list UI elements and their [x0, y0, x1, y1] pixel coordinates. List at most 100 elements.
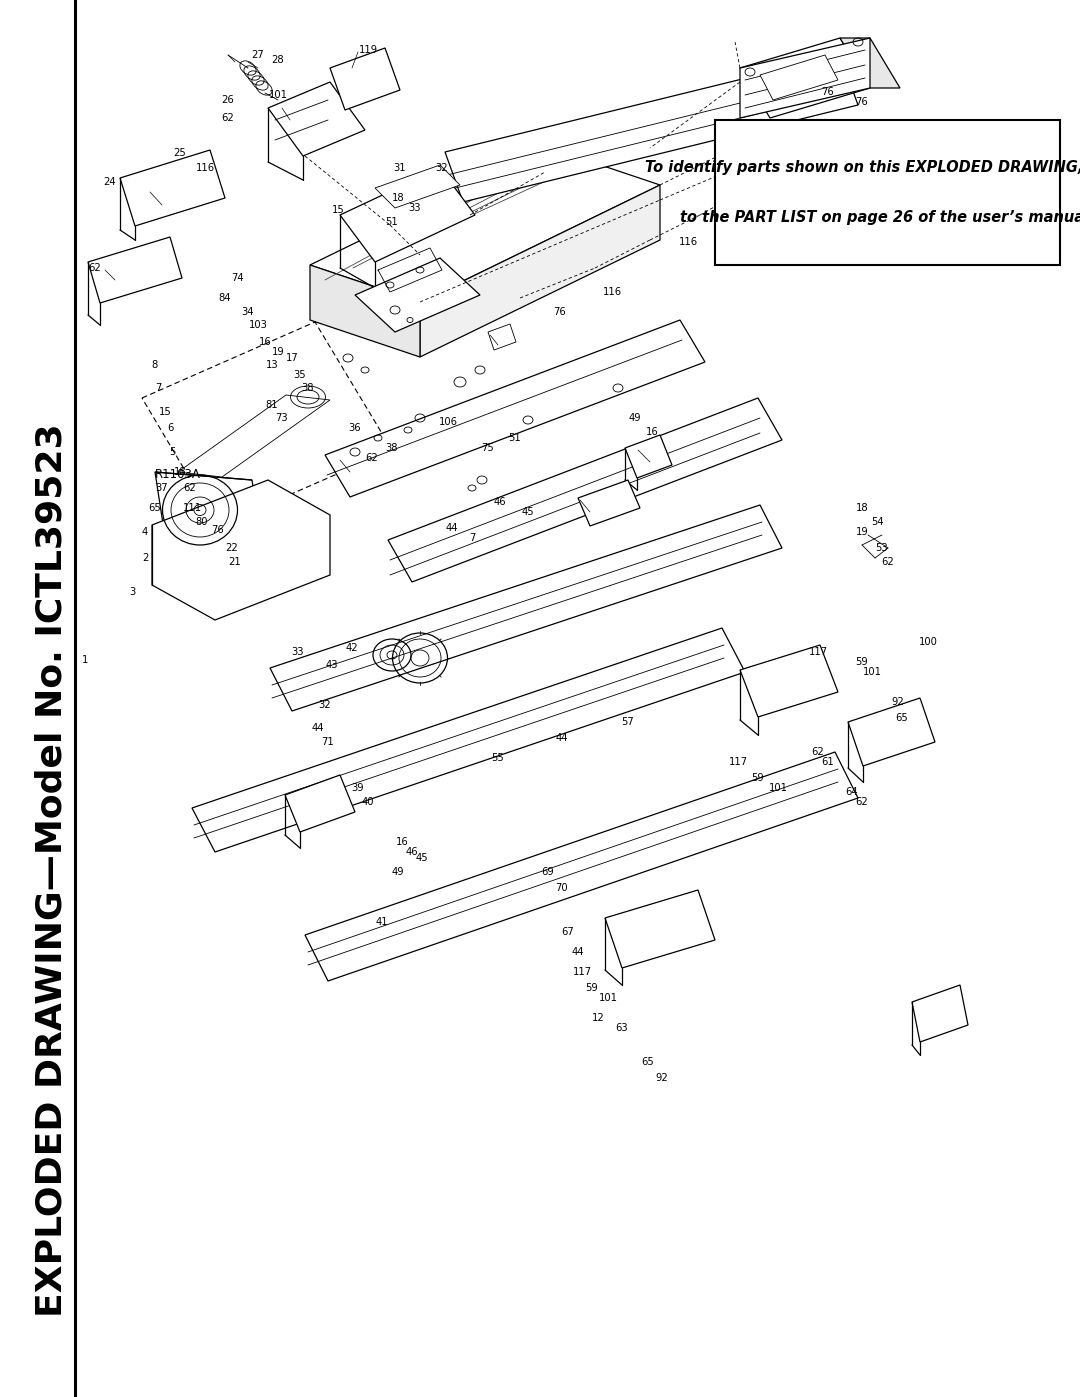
Text: 5: 5	[168, 447, 175, 457]
Text: 27: 27	[252, 50, 265, 60]
Text: 62: 62	[855, 798, 868, 807]
Text: 40: 40	[362, 798, 375, 807]
Text: 69: 69	[542, 868, 554, 877]
Text: 13: 13	[266, 360, 279, 370]
Text: 4: 4	[141, 527, 148, 536]
Text: 31: 31	[394, 163, 406, 173]
Text: 18: 18	[392, 193, 404, 203]
Text: 38: 38	[386, 443, 399, 453]
Text: 39: 39	[352, 782, 364, 793]
Text: 24: 24	[104, 177, 117, 187]
Text: 43: 43	[326, 659, 338, 671]
Text: To identify parts shown on this EXPLODED DRAWING, refer: To identify parts shown on this EXPLODED…	[646, 161, 1080, 176]
Text: 22: 22	[226, 543, 239, 553]
Text: 8: 8	[152, 360, 158, 370]
Text: 18: 18	[174, 467, 187, 476]
Text: 46: 46	[494, 497, 507, 507]
Text: 36: 36	[349, 423, 362, 433]
Text: to the PART LIST on page 26 of the user’s manual.: to the PART LIST on page 26 of the user’…	[680, 210, 1080, 225]
Text: 44: 44	[446, 522, 458, 534]
Polygon shape	[912, 985, 968, 1042]
Text: 81: 81	[266, 400, 279, 409]
Polygon shape	[268, 82, 365, 156]
Polygon shape	[192, 629, 745, 852]
Text: 106: 106	[438, 416, 458, 427]
Polygon shape	[305, 752, 858, 981]
Text: 119: 119	[359, 45, 378, 54]
Text: 19: 19	[272, 346, 284, 358]
Text: 35: 35	[294, 370, 307, 380]
Polygon shape	[388, 398, 782, 583]
Text: 76: 76	[212, 525, 225, 535]
Text: 74: 74	[232, 272, 244, 284]
Text: 17: 17	[285, 353, 298, 363]
Polygon shape	[325, 320, 705, 497]
Text: 19: 19	[855, 527, 868, 536]
Text: 101: 101	[863, 666, 881, 678]
Text: 80: 80	[195, 517, 208, 527]
Text: 15: 15	[332, 205, 345, 215]
Text: 76: 76	[554, 307, 566, 317]
Text: 55: 55	[491, 753, 504, 763]
Text: 44: 44	[571, 947, 584, 957]
Text: 49: 49	[629, 414, 642, 423]
Text: 62: 62	[184, 483, 197, 493]
Text: 26: 26	[221, 95, 234, 105]
Text: 21: 21	[229, 557, 241, 567]
Polygon shape	[375, 165, 460, 208]
Text: 103: 103	[248, 320, 268, 330]
Text: 49: 49	[392, 868, 404, 877]
Text: 67: 67	[562, 928, 575, 937]
Text: EXPLODED DRAWING—Model No. ICTL39523: EXPLODED DRAWING—Model No. ICTL39523	[35, 423, 69, 1317]
Text: 2: 2	[141, 553, 148, 563]
FancyBboxPatch shape	[715, 120, 1059, 265]
Polygon shape	[310, 148, 660, 302]
Text: 116: 116	[195, 163, 215, 173]
Polygon shape	[340, 168, 475, 263]
Text: 34: 34	[242, 307, 254, 317]
Text: 70: 70	[556, 883, 568, 893]
Text: 25: 25	[174, 148, 187, 158]
Polygon shape	[156, 472, 252, 481]
Text: 44: 44	[556, 733, 568, 743]
Text: 116: 116	[603, 286, 622, 298]
Text: 64: 64	[846, 787, 859, 798]
Polygon shape	[87, 237, 183, 303]
Text: 117: 117	[728, 757, 747, 767]
Text: 45: 45	[522, 507, 535, 517]
Text: 57: 57	[622, 717, 634, 726]
Polygon shape	[285, 775, 355, 833]
Text: 18: 18	[855, 503, 868, 513]
Text: R1103A: R1103A	[156, 468, 201, 482]
Text: 59: 59	[752, 773, 765, 782]
Polygon shape	[330, 47, 400, 110]
Text: 62: 62	[812, 747, 824, 757]
Polygon shape	[488, 324, 516, 351]
Text: 1: 1	[82, 655, 89, 665]
Polygon shape	[760, 54, 838, 101]
Polygon shape	[848, 698, 935, 766]
Text: 75: 75	[482, 443, 495, 453]
Polygon shape	[420, 184, 660, 358]
Text: 92: 92	[656, 1073, 669, 1083]
Text: 7: 7	[469, 534, 475, 543]
Text: 37: 37	[156, 483, 168, 493]
Polygon shape	[445, 54, 858, 203]
Text: 42: 42	[346, 643, 359, 652]
Text: 117: 117	[809, 647, 827, 657]
Text: 12: 12	[592, 1013, 605, 1023]
Text: 117: 117	[572, 967, 592, 977]
Text: 38: 38	[301, 383, 314, 393]
Text: 28: 28	[272, 54, 284, 66]
Polygon shape	[740, 38, 870, 117]
Text: 59: 59	[585, 983, 598, 993]
Text: 65: 65	[149, 503, 161, 513]
Polygon shape	[355, 258, 480, 332]
Text: 7: 7	[154, 383, 161, 393]
Polygon shape	[840, 38, 900, 88]
Text: 41: 41	[376, 916, 389, 928]
Polygon shape	[605, 890, 715, 968]
Text: 32: 32	[435, 163, 448, 173]
Text: 62: 62	[366, 453, 378, 462]
Text: 71: 71	[322, 738, 335, 747]
